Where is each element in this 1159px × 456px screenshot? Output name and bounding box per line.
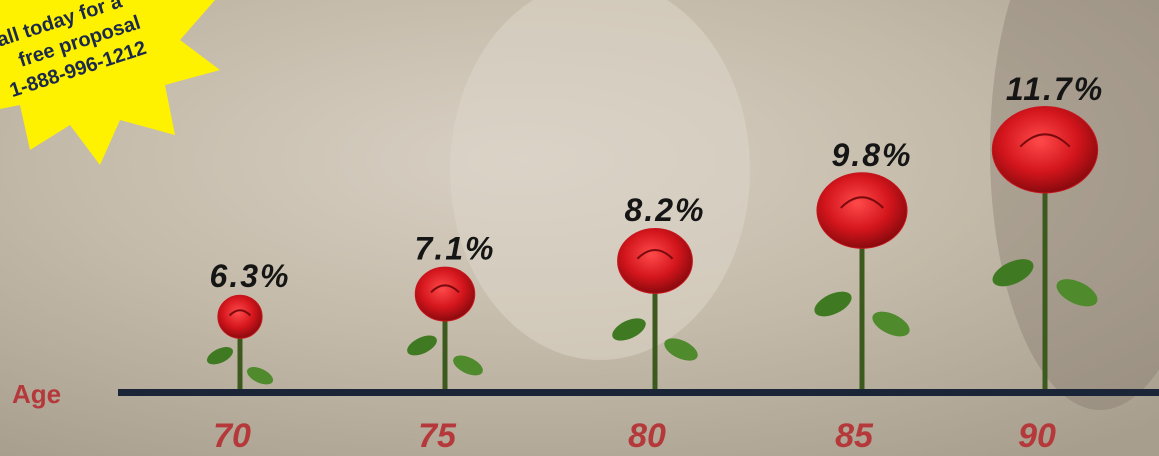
- rose-stem: [443, 310, 448, 389]
- rose-bloom: [618, 229, 693, 294]
- axis-line: [118, 389, 1159, 396]
- rose-bloom: [218, 295, 262, 338]
- rose-stem: [1043, 178, 1048, 389]
- value-label: 9.8%: [832, 137, 913, 173]
- axis-label: Age: [12, 379, 61, 409]
- rose-stem: [860, 234, 865, 389]
- value-label: 11.7%: [1006, 71, 1104, 107]
- x-tick-label: 70: [213, 417, 251, 455]
- rose-bloom: [817, 173, 907, 249]
- x-tick-label: 75: [418, 417, 457, 455]
- x-tick-label: 80: [628, 417, 666, 455]
- x-tick-label: 85: [835, 417, 874, 455]
- value-label: 7.1%: [415, 230, 496, 266]
- rose-bloom: [992, 107, 1097, 193]
- x-tick-label: 90: [1018, 417, 1056, 455]
- chart: Call today for a free proposal 1-888-996…: [0, 0, 1159, 456]
- rose-bloom: [415, 267, 475, 321]
- value-label: 8.2%: [625, 192, 706, 228]
- value-label: 6.3%: [210, 258, 291, 294]
- rose-stem: [653, 281, 658, 389]
